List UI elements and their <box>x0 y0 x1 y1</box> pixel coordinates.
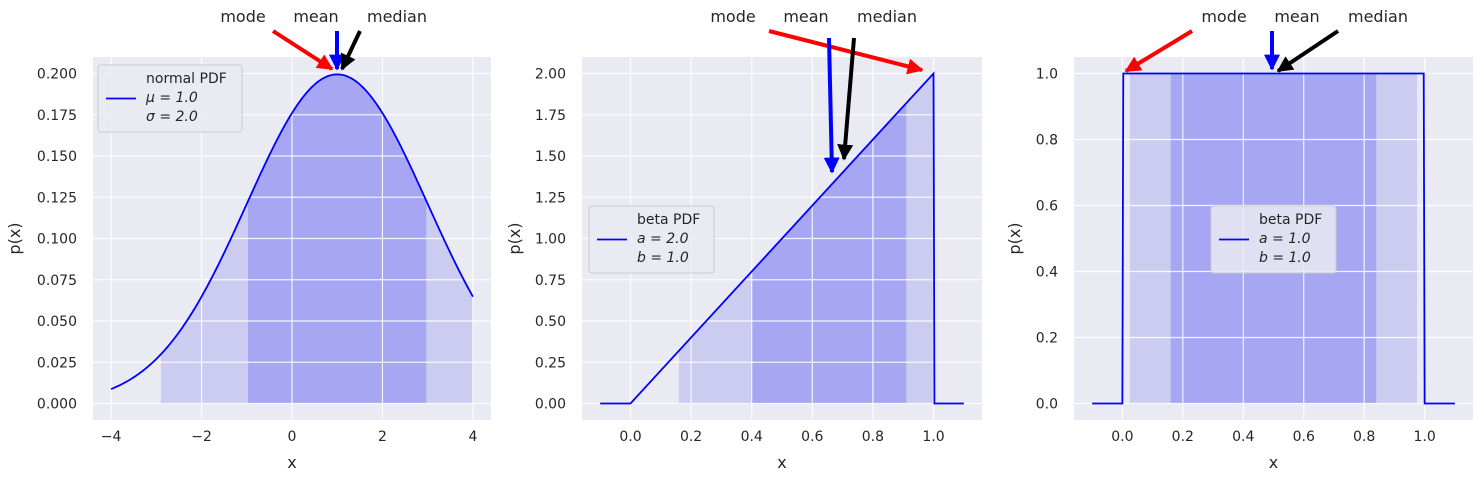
legend-entry-line: beta PDF <box>637 212 700 228</box>
y-tick-label: 0.100 <box>37 232 77 248</box>
chart-panel-3: 0.0 0.2 0.4 0.6 0.8 1.0 0.0 0.2 0.4 0.6 0.8 1.0 x p(x… <box>1005 7 1473 472</box>
y-tick-label: 1.00 <box>535 232 566 248</box>
legend-entry-line: beta PDF <box>1259 212 1322 228</box>
legend: normal PDF μ = 1.0 σ = 2.0 <box>97 64 243 133</box>
x-tick-label: 0.6 <box>1293 429 1315 445</box>
x-tick-label: 0.6 <box>801 429 823 445</box>
x-tick-label: 2 <box>378 429 387 445</box>
annotation-mean: mean <box>783 7 828 26</box>
y-tick-label: 0.000 <box>37 397 77 413</box>
y-tick-label: 0.125 <box>37 190 77 206</box>
x-axis-label: x <box>777 453 786 472</box>
x-tick-label: −2 <box>191 429 212 445</box>
median-arrow <box>837 37 856 161</box>
x-tick-label: 0.4 <box>741 429 763 445</box>
y-tick-label: 0.075 <box>37 273 77 289</box>
y-tick-label: 0.75 <box>535 273 566 289</box>
x-axis-label: x <box>1269 453 1278 472</box>
x-tick-label: 1.0 <box>1414 429 1436 445</box>
y-tick-label: 1.25 <box>535 190 566 206</box>
pdf-line <box>110 73 474 390</box>
mode-arrow <box>271 29 334 71</box>
y-tick-label: 1.75 <box>535 108 566 124</box>
x-tick-label: 0 <box>288 429 297 445</box>
pdf-line <box>600 71 964 405</box>
annotation-mean: mean <box>293 7 338 26</box>
legend-box <box>97 64 243 133</box>
median-arrow <box>340 30 362 71</box>
annotation-median: median <box>1348 7 1408 26</box>
y-tick-label: 0.25 <box>535 355 566 371</box>
legend-entry-line: normal PDF <box>146 71 227 87</box>
legend: beta PDF a = 1.0 b = 1.0 <box>1210 205 1337 274</box>
x-tick-label: 0.4 <box>1232 429 1254 445</box>
annotation-mean: mean <box>1274 7 1319 26</box>
y-tick-label: 0.200 <box>37 67 77 83</box>
legend-entry-line: σ = 2.0 <box>146 109 198 125</box>
legend-entry-line: μ = 1.0 <box>145 90 198 106</box>
y-axis-label: p(x) <box>505 222 524 254</box>
y-tick-label: 0.50 <box>535 314 566 330</box>
y-tick-label: 0.6 <box>1036 199 1058 215</box>
legend-entry-line: a = 2.0 <box>637 231 689 247</box>
y-tick-label: 0.025 <box>37 355 77 371</box>
legend-entry-line: b = 1.0 <box>637 250 689 266</box>
annotation-mode: mode <box>1201 7 1246 26</box>
x-tick-label: 0.2 <box>1172 429 1194 445</box>
mode-arrow <box>768 29 924 75</box>
annotation-mode: mode <box>710 7 755 26</box>
legend: beta PDF a = 2.0 b = 1.0 <box>588 205 715 274</box>
y-tick-label: 0.2 <box>1036 331 1058 347</box>
y-axis-label: p(x) <box>5 222 24 254</box>
y-tick-label: 0.00 <box>535 397 566 413</box>
y-tick-label: 2.00 <box>535 67 566 83</box>
y-tick-label: 0.4 <box>1036 265 1058 281</box>
y-tick-label: 0.0 <box>1036 397 1058 413</box>
y-tick-label: 1.0 <box>1036 67 1058 83</box>
annotation-median: median <box>857 7 917 26</box>
x-tick-label: 0.0 <box>619 429 641 445</box>
annotation-median: median <box>367 7 427 26</box>
x-tick-label: −4 <box>101 429 122 445</box>
median-arrow <box>1276 29 1340 73</box>
legend-box <box>588 205 715 274</box>
x-tick-label: 0.8 <box>862 429 884 445</box>
chart-panel-2: 0.0 0.2 0.4 0.6 0.8 1.0 0.00 0.25 0.50 0.75 1.00 1.… <box>505 7 982 472</box>
x-tick-label: 4 <box>468 429 477 445</box>
x-tick-label: 0.2 <box>680 429 702 445</box>
y-tick-label: 1.50 <box>535 149 566 165</box>
y-axis-label: p(x) <box>1005 222 1024 254</box>
y-tick-label: 0.8 <box>1036 133 1058 149</box>
y-tick-label: 0.150 <box>37 149 77 165</box>
x-axis-label: x <box>287 453 296 472</box>
x-tick-label: 0.0 <box>1111 429 1133 445</box>
legend-entry-line: a = 1.0 <box>1259 231 1311 247</box>
mode-arrow <box>1124 29 1194 73</box>
y-tick-label: 0.175 <box>37 108 77 124</box>
x-tick-label: 1.0 <box>922 429 944 445</box>
inner-interval-fill <box>751 103 907 404</box>
mean-arrow <box>823 37 840 174</box>
legend-entry-line: b = 1.0 <box>1259 250 1311 266</box>
y-tick-label: 0.050 <box>37 314 77 330</box>
annotation-mode: mode <box>220 7 265 26</box>
chart-panel-1: −4 −2 0 2 4 0.000 0.025 0.050 0.075 0.100 0.125 0.1… <box>5 7 491 472</box>
legend-box <box>1210 205 1337 274</box>
x-tick-label: 0.8 <box>1353 429 1375 445</box>
pdf-line <box>1092 72 1455 405</box>
